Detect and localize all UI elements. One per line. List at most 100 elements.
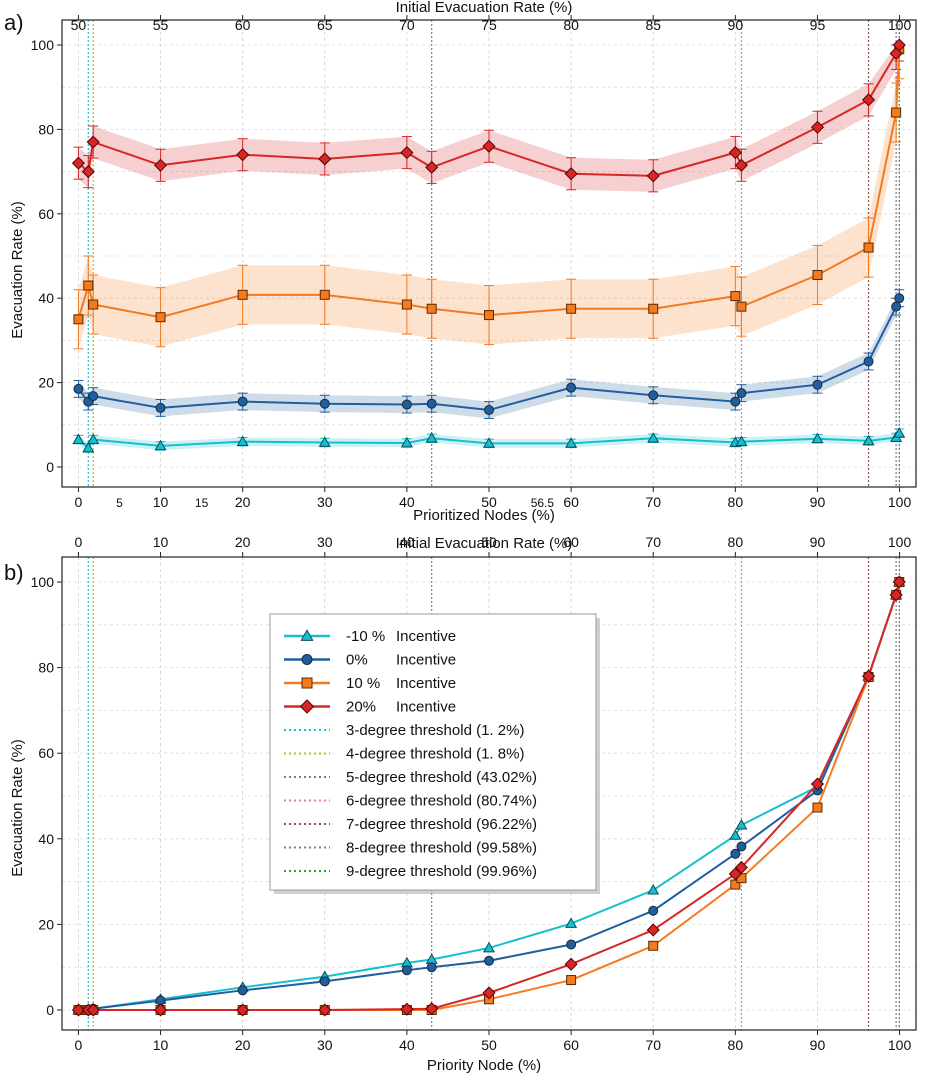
y-tick-label: 60: [38, 206, 54, 222]
data-point-series-1: [566, 939, 577, 950]
x-minor-tick-label: 15: [195, 496, 209, 510]
data-point-series-1: [426, 398, 437, 409]
data-point-series-2: [566, 975, 577, 986]
top-tick-label: 50: [71, 17, 87, 33]
data-point-series-1: [319, 976, 330, 987]
data-point-series-3: [734, 158, 748, 172]
data-point-series-0: [82, 441, 95, 453]
top-tick-label: 95: [810, 17, 826, 33]
data-point-series-3: [425, 160, 439, 174]
data-point-series-1: [894, 293, 905, 304]
legend-threshold-label-3: 6-degree threshold (80.74%): [346, 793, 537, 810]
data-point-series-3: [425, 1002, 439, 1016]
y-tick-label: 100: [31, 574, 55, 590]
data-point-series-1: [812, 379, 823, 390]
x-tick-label: 40: [399, 494, 415, 510]
data-point-series-1: [88, 391, 99, 402]
data-point-series-3: [889, 588, 903, 602]
top-tick-label: 100: [888, 534, 912, 550]
data-point-series-2: [891, 107, 902, 118]
x-tick-label: 0: [75, 494, 83, 510]
data-point-series-0: [318, 436, 331, 447]
data-point-series-0: [154, 439, 167, 451]
data-point-series-1: [648, 905, 659, 916]
top-tick-label: 20: [235, 534, 251, 550]
legend-swatch-marker-0: [300, 629, 314, 641]
x-tick-label: 90: [810, 1037, 826, 1053]
x-tick-label: 60: [563, 1037, 579, 1053]
data-point-series-3: [728, 867, 742, 881]
data-point-series-2: [155, 312, 166, 323]
data-point-series-3: [810, 777, 825, 791]
y-tick-label: 0: [46, 1002, 54, 1018]
x-tick-label: 100: [888, 494, 912, 510]
data-point-series-3: [86, 135, 100, 149]
legend-swatch-marker-1: [301, 654, 313, 665]
data-point-series-1: [484, 955, 494, 966]
data-point-series-3: [71, 156, 85, 170]
data-point-series-3: [861, 93, 876, 107]
data-point-series-1: [426, 962, 437, 973]
data-point-series-2: [812, 269, 823, 280]
data-point-series-3: [810, 120, 825, 134]
data-point-series-0: [735, 435, 748, 447]
x-tick-label: 10: [153, 1037, 169, 1053]
legend: -10 % Incentive 0% Incentive 10 % Incentive 20…: [269, 613, 600, 894]
top-tick-label: 40: [399, 534, 415, 550]
data-point-series-0: [482, 941, 496, 953]
data-point-series-0: [735, 818, 748, 830]
data-point-series-3: [318, 152, 332, 166]
data-point-series-1: [730, 848, 741, 859]
x-tick-label: 100: [888, 1037, 912, 1053]
legend-threshold-label-5: 8-degree threshold (99.58%): [346, 840, 537, 857]
top-tick-label: 70: [645, 534, 661, 550]
data-point-series-0: [482, 437, 496, 448]
data-point-series-1: [648, 390, 659, 401]
data-point-series-3: [86, 1003, 100, 1017]
x-tick-label: 40: [399, 1037, 415, 1053]
data-point-series-2: [73, 314, 84, 325]
x-tick-label: 50: [481, 494, 497, 510]
data-point-series-0: [400, 436, 413, 448]
data-point-series-1: [891, 301, 902, 312]
y-tick-label: 60: [38, 745, 54, 761]
top-tick-label: 90: [728, 17, 744, 33]
x-minor-tick-label: 5: [116, 496, 123, 510]
legend-threshold-label-4: 7-degree threshold (96.22%): [346, 816, 537, 833]
legend-swatch-marker-2: [301, 677, 313, 689]
data-point-series-2: [863, 242, 874, 253]
legend-series-name-1: 0%: [346, 652, 368, 669]
legend-series-name-3: 20%: [346, 699, 376, 716]
legend-swatch-marker-3: [299, 699, 315, 714]
top-tick-label: 60: [563, 534, 579, 550]
data-point-series-2: [426, 303, 437, 314]
y-tick-label: 100: [31, 37, 55, 53]
data-point-series-3: [153, 1003, 168, 1017]
legend-series-name-0: -10 %: [346, 628, 385, 645]
data-point-series-2: [736, 301, 747, 312]
x-tick-label: 90: [810, 494, 826, 510]
x-tick-label: 50: [481, 1037, 497, 1053]
y-tick-label: 80: [38, 660, 54, 676]
panel-b-top-axis-label: Initial Evacuation Rate (%): [396, 535, 573, 552]
top-tick-label: 0: [75, 534, 83, 550]
x-tick-label: 20: [235, 1037, 251, 1053]
x-tick-label: 10: [153, 494, 169, 510]
legend-series-text-3: Incentive: [396, 699, 456, 716]
panel-b-x-axis-label: Priority Node (%): [427, 1057, 541, 1074]
top-tick-label: 100: [888, 17, 912, 33]
data-point-series-0: [893, 427, 906, 438]
y-tick-label: 0: [46, 459, 54, 475]
top-tick-label: 85: [645, 17, 661, 33]
x-tick-label: 20: [235, 494, 251, 510]
data-point-series-2: [83, 280, 94, 291]
confidence-band-series-2: [78, 45, 900, 349]
data-point-series-3: [236, 1003, 250, 1017]
data-point-series-0: [811, 432, 824, 444]
data-point-series-0: [236, 435, 249, 447]
data-point-series-2: [566, 303, 577, 314]
data-point-series-2: [812, 802, 823, 813]
data-point-series-3: [400, 1002, 414, 1016]
confidence-band-series-3: [78, 45, 900, 192]
